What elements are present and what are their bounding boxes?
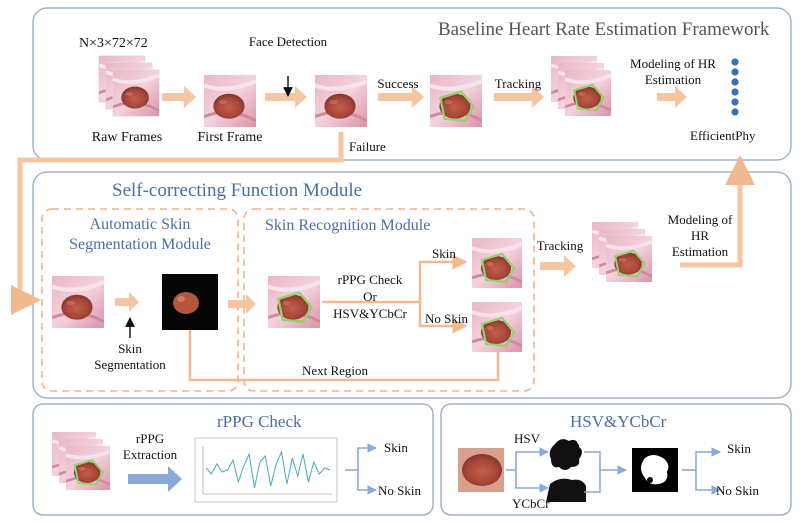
rppg-skin-label: Skin: [384, 440, 408, 455]
efficientphy-label: EfficientPhy: [690, 128, 756, 143]
combined-mask: [632, 448, 678, 492]
rppg-check-or-label: rPPG Check: [337, 272, 403, 287]
tracked-face-image: [430, 75, 482, 127]
skin-segmentation-label: Skin Segmentation: [94, 341, 166, 372]
baseline-title: Baseline Heart Rate Estimation Framework: [438, 19, 770, 40]
auto-skin-input-image: [52, 276, 104, 328]
ycbcr-mask: [546, 478, 586, 502]
self-correcting-title: Self-correcting Function Module: [112, 180, 363, 201]
skin-recognition-title: Skin Recognition Module: [265, 217, 431, 234]
tracked-frames-stack: [551, 56, 611, 116]
hsv-result-branch: [682, 447, 721, 495]
skin-result-image: [472, 238, 522, 288]
efficientphy-dots: [731, 58, 739, 116]
hsv-ycbcr-title: HSV&YCbCr: [570, 412, 667, 431]
ycbcr-label: YCbCr: [512, 496, 550, 511]
hsv-ycbcr-method-label: HSV&YCbCr: [333, 306, 407, 321]
hsv-skin-label: Skin: [727, 441, 751, 456]
skin-branch-label: Skin: [432, 246, 456, 261]
auto-skin-title: Automatic Skin Segmentation Module: [69, 216, 211, 253]
self-correcting-tracked-stack: [592, 222, 652, 282]
skin-branch-lines: [188, 254, 500, 382]
rppg-extraction-label: rPPG Extraction: [122, 431, 178, 462]
baseline-arrows: [162, 86, 687, 108]
next-region-label: Next Region: [301, 363, 369, 378]
hsv-input-face: [458, 448, 504, 492]
raw-frames-label: Raw Frames: [91, 130, 163, 145]
auto-skin-module-box: [41, 208, 239, 392]
skin-recognition-input-image: [268, 276, 320, 328]
face-detection-image: [315, 75, 367, 127]
no-skin-result-image: [472, 302, 522, 352]
rppg-signal-plot: [194, 437, 338, 503]
success-label: Success: [377, 76, 419, 91]
failure-path: [11, 132, 344, 315]
first-frame-label: First Frame: [197, 130, 263, 145]
segmented-skin-mask: [162, 274, 218, 330]
tracking-label-mid: Tracking: [536, 238, 584, 253]
no-skin-branch-label: No Skin: [425, 311, 468, 326]
hsv-no-skin-label: No Skin: [716, 483, 759, 498]
hsv-label: HSV: [514, 431, 541, 446]
hsv-mask: [549, 439, 582, 470]
modeling-label-top: Modeling of HR Estimation: [630, 56, 716, 87]
face-detection-label: Face Detection: [248, 34, 328, 49]
modeling-label-mid: Modeling of HR Estimation: [667, 212, 733, 259]
or-label: Or: [363, 289, 377, 304]
raw-frames-stack: [98, 55, 160, 117]
hsv-split-lines: [506, 447, 549, 493]
rppg-branch-lines: [345, 443, 377, 495]
first-frame-image: [204, 75, 256, 127]
dims-label: N×3×72×72: [79, 36, 148, 51]
hsv-merge-lines: [584, 451, 627, 493]
rppg-frames-stack: [52, 432, 110, 490]
tracking-label-top: Tracking: [494, 76, 542, 91]
rppg-check-title: rPPG Check: [217, 412, 302, 431]
modeling-to-efficientphy-path: [680, 155, 755, 268]
rppg-no-skin-label: No Skin: [378, 483, 421, 498]
failure-label: Failure: [349, 139, 386, 154]
